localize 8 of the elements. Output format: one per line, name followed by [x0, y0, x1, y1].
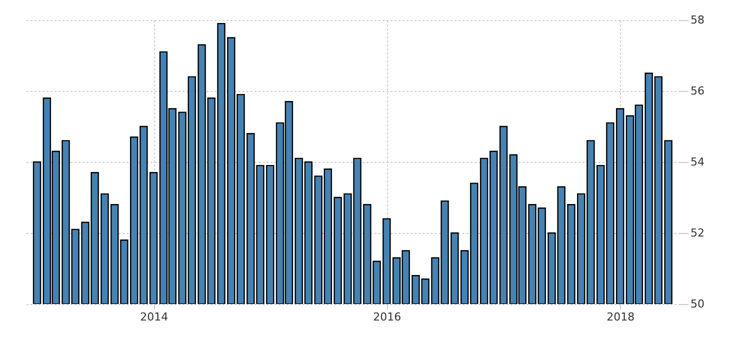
y-tick-label: 58: [690, 14, 704, 26]
x-tick-label: 2014: [140, 310, 168, 324]
x-tick-label: 2016: [373, 310, 402, 324]
y-tick-label: 54: [690, 156, 704, 168]
x-tick-label: 2018: [606, 310, 635, 324]
y-tick-label: 56: [690, 84, 704, 98]
y-tick-label: 52: [690, 226, 704, 240]
y-tick-label: 50: [690, 298, 704, 310]
